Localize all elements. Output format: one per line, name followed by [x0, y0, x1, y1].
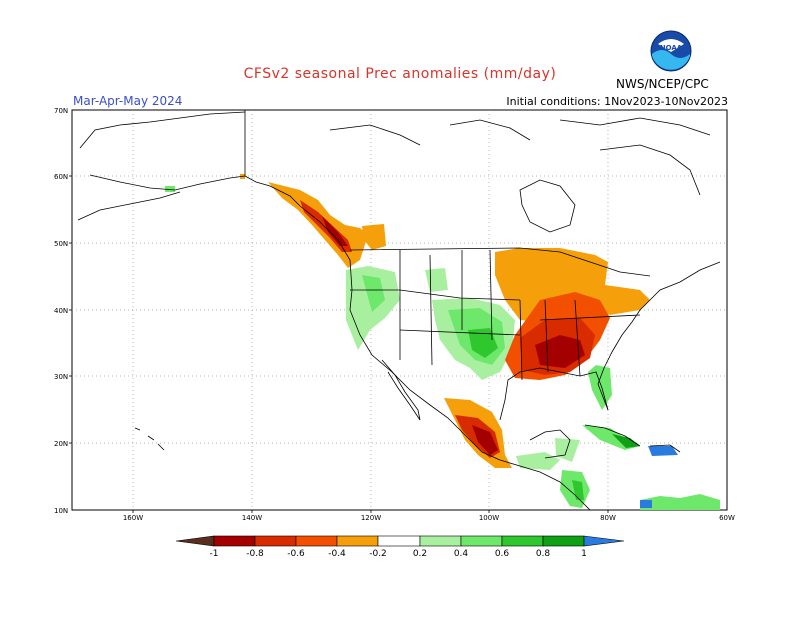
svg-text:160W: 160W — [123, 514, 143, 522]
svg-text:-0.4: -0.4 — [328, 549, 346, 559]
svg-text:120W: 120W — [361, 514, 381, 522]
svg-text:30N: 30N — [54, 373, 68, 381]
color-bar-swatch — [377, 535, 421, 547]
initial-conditions-label: Initial conditions: 1Nov2023-10Nov2023 — [506, 95, 728, 108]
tick-marks — [69, 175, 609, 513]
lat-tick-labels: 70N 60N 50N 40N 30N 20N 10N — [54, 107, 68, 515]
svg-text:0.8: 0.8 — [536, 549, 551, 559]
svg-text:60N: 60N — [54, 173, 68, 181]
color-bar-swatch — [542, 535, 585, 547]
svg-text:60W: 60W — [719, 514, 735, 522]
svg-text:140W: 140W — [242, 514, 262, 522]
svg-text:50N: 50N — [54, 240, 68, 248]
color-bar — [175, 535, 625, 547]
color-bar-labels: -1 -0.8 -0.6 -0.4 -0.2 0.2 0.4 0.6 0.8 1 — [210, 549, 587, 559]
coastlines — [77, 110, 721, 511]
anomaly-fields — [165, 174, 720, 510]
svg-text:-0.6: -0.6 — [287, 549, 305, 559]
svg-text:1: 1 — [581, 549, 587, 559]
lon-tick-labels: 160W 140W 120W 100W 80W 60W — [123, 514, 735, 522]
color-bar-swatch — [295, 535, 338, 547]
color-bar-swatch — [213, 535, 256, 547]
svg-text:-0.8: -0.8 — [246, 549, 264, 559]
svg-text:80W: 80W — [600, 514, 616, 522]
color-bar-swatch — [501, 535, 544, 547]
svg-text:0.2: 0.2 — [413, 549, 427, 559]
svg-text:0.4: 0.4 — [454, 549, 469, 559]
svg-text:40N: 40N — [54, 307, 68, 315]
svg-text:100W: 100W — [479, 514, 499, 522]
noaa-logo: NOAA — [650, 30, 692, 72]
svg-text:-1: -1 — [210, 549, 219, 559]
color-bar-below — [175, 535, 215, 547]
agency-label: NWS/NCEP/CPC — [616, 77, 709, 91]
map-title: CFSv2 seasonal Prec anomalies (mm/day) — [243, 66, 557, 82]
noaa-logo-text: NOAA — [660, 44, 683, 52]
svg-text:-0.2: -0.2 — [369, 549, 387, 559]
svg-text:20N: 20N — [54, 440, 68, 448]
color-bar-swatch — [254, 535, 297, 547]
svg-text:70N: 70N — [54, 107, 68, 115]
color-bar-above — [583, 535, 625, 547]
color-bar-swatch — [460, 535, 503, 547]
season-label: Mar-Apr-May 2024 — [73, 94, 183, 108]
color-bar-swatch — [336, 535, 379, 547]
svg-text:10N: 10N — [54, 507, 68, 515]
color-bar-swatch — [419, 535, 462, 547]
svg-text:0.6: 0.6 — [495, 549, 510, 559]
